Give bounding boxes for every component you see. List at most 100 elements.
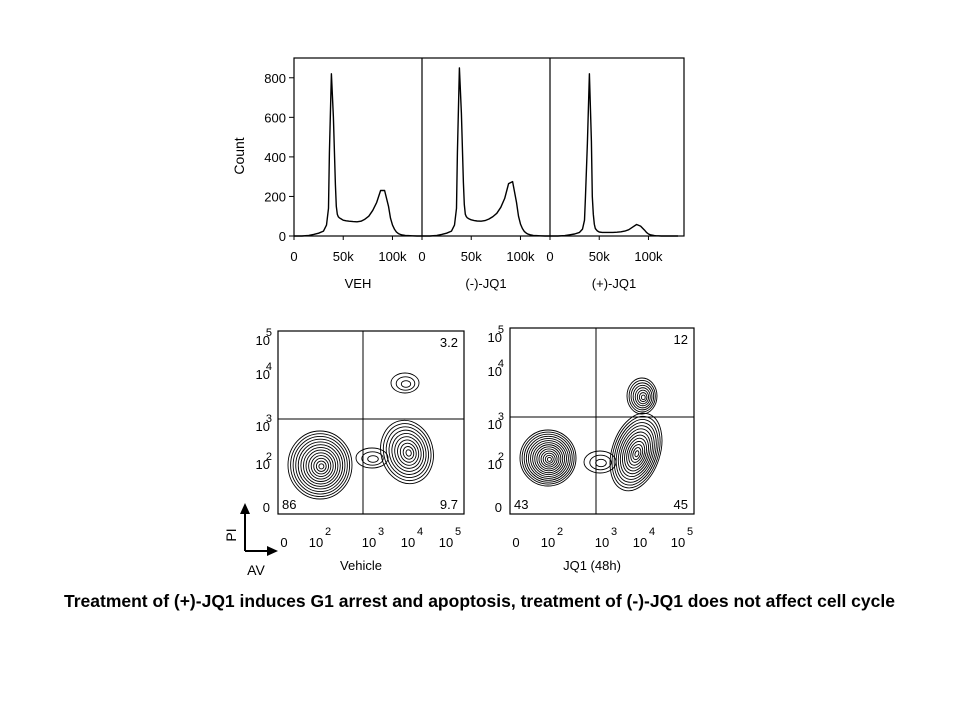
contour-line: [636, 389, 649, 405]
contour-line: [355, 447, 389, 469]
contour-line: [634, 387, 651, 407]
contour-y-tick-exponent: 2: [498, 451, 504, 463]
contour-line: [367, 455, 379, 463]
quadrant-lower-left-percent: 43: [514, 497, 528, 512]
contour-line: [308, 452, 334, 480]
contour-line: [400, 380, 412, 388]
contour-x-tick-label: 10: [309, 535, 323, 550]
contour-x-tick-label: 10: [595, 535, 609, 550]
contour-line: [613, 419, 659, 486]
contour-line: [388, 429, 427, 475]
contour-line: [287, 430, 353, 500]
hist-x-tick-label: 50k: [461, 249, 482, 264]
contour-y-tick-label: 0: [495, 500, 502, 515]
contour-x-tick-exponent: 5: [455, 526, 461, 538]
contour-line: [361, 451, 384, 466]
contour-x-tick-exponent: 2: [557, 526, 563, 538]
contour-line: [630, 382, 655, 411]
contour-x-tick-label: 10: [401, 535, 415, 550]
contour-line: [519, 429, 577, 487]
contour-line: [595, 458, 607, 468]
contour-line: [542, 452, 556, 466]
contour-x-tick-label: 10: [671, 535, 685, 550]
contour-y-axis-label: PI: [223, 528, 239, 541]
contour-line: [640, 394, 646, 401]
hist-y-tick-label: 400: [264, 150, 286, 165]
hist-y-tick-label: 600: [264, 110, 286, 125]
hist-x-tick-label: 100k: [378, 249, 407, 264]
contour-y-tick-label: 10: [488, 330, 502, 345]
contour-y-tick-label: 10: [488, 364, 502, 379]
contour-line: [628, 440, 646, 466]
hist-series-line-2: [550, 73, 678, 237]
hist-x-tick-label: 0: [290, 249, 297, 264]
hist-y-axis-label: Count: [231, 137, 247, 174]
contour-line: [521, 431, 575, 485]
contour-line: [530, 440, 567, 477]
contour-x-tick-exponent: 4: [417, 526, 423, 538]
contour-line: [391, 432, 425, 472]
contour-y-tick-exponent: 3: [266, 413, 272, 425]
contour-y-tick-label: 10: [256, 367, 270, 382]
contour-line: [583, 450, 617, 474]
contour-line: [626, 437, 648, 469]
contour-x-tick-label: 0: [512, 535, 519, 550]
contour-x-tick-exponent: 4: [649, 526, 655, 538]
contour-line: [546, 456, 552, 462]
contour-line: [402, 446, 415, 460]
contour-line: [382, 423, 432, 482]
hist-frame: [293, 57, 685, 237]
contour-frame: [509, 327, 695, 515]
hist-panel-label: (+)-JQ1: [592, 276, 636, 291]
contour-line: [611, 415, 661, 489]
contour-line: [538, 448, 560, 470]
contour-line: [619, 428, 653, 478]
contour-line: [632, 447, 642, 461]
contour-line: [380, 419, 434, 485]
contour-line: [297, 441, 344, 490]
contour-x-tick-exponent: 5: [687, 526, 693, 538]
contour-panel-label: JQ1 (48h): [563, 558, 621, 573]
contour-x-tick-label: 10: [633, 535, 647, 550]
contour-line: [405, 449, 412, 457]
hist-y-tick-label: 800: [264, 71, 286, 86]
quadrant-upper-right-percent: 12: [674, 332, 688, 347]
contour-line: [536, 446, 562, 472]
contour-line: [628, 379, 656, 413]
contour-line: [609, 412, 663, 492]
contour-y-tick-label: 10: [256, 457, 270, 472]
hist-x-tick-label: 0: [418, 249, 425, 264]
contour-frame: [277, 330, 465, 515]
contour-y-tick-exponent: 4: [266, 361, 272, 373]
contour-y-tick-label: 10: [256, 333, 270, 348]
hist-x-tick-label: 50k: [589, 249, 610, 264]
contour-line: [617, 425, 655, 480]
contour-line: [395, 376, 416, 391]
contour-x-tick-exponent: 2: [325, 526, 331, 538]
contour-y-tick-label: 10: [488, 417, 502, 432]
hist-x-tick-label: 0: [546, 249, 553, 264]
contour-line: [525, 435, 571, 481]
contour-line: [394, 436, 422, 469]
contour-line: [624, 434, 649, 472]
contour-x-tick-label: 0: [280, 535, 287, 550]
contour-x-tick-exponent: 3: [378, 526, 384, 538]
quadrant-lower-right-percent: 45: [674, 497, 688, 512]
hist-y-tick-label: 0: [279, 229, 286, 244]
contour-panel-label: Vehicle: [340, 558, 382, 573]
contour-line: [385, 426, 429, 478]
contour-y-tick-exponent: 2: [266, 451, 272, 463]
contour-line: [615, 422, 657, 483]
quadrant-lower-right-percent: 9.7: [440, 497, 458, 512]
contour-line: [589, 454, 612, 471]
contour-line: [632, 384, 653, 409]
hist-y-tick-label: 200: [264, 189, 286, 204]
axis-direction-indicator: PI AV: [223, 503, 278, 578]
contour-line: [534, 444, 564, 474]
hist-panel-label: VEH: [345, 276, 372, 291]
contour-line: [305, 449, 337, 482]
contour-x-tick-label: 10: [362, 535, 376, 550]
contour-line: [540, 450, 558, 468]
